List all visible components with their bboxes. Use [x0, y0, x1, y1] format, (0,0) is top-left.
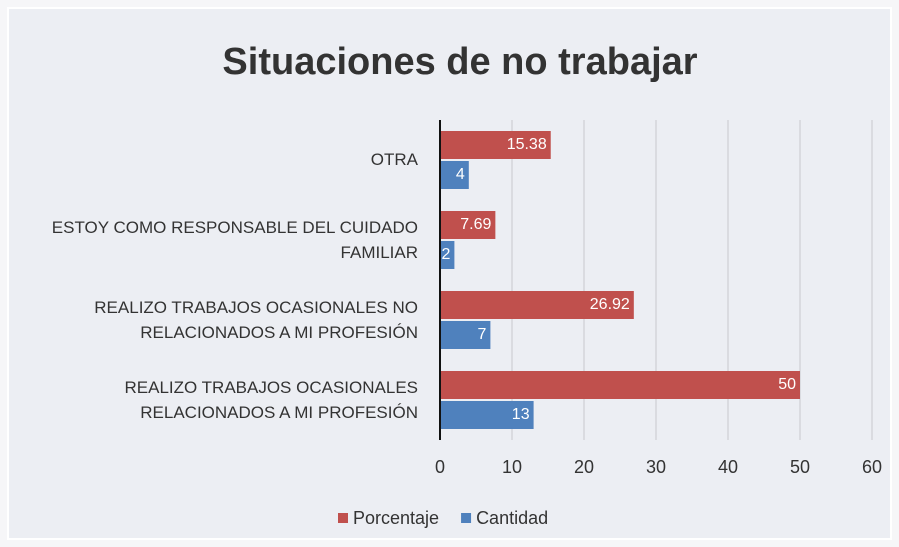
y-tick-label: OTRA: [370, 150, 418, 170]
bar: [440, 291, 634, 319]
data-label: 26.92: [590, 296, 630, 313]
bar: [440, 131, 551, 159]
bar: [440, 211, 496, 239]
chart-area: [7, 7, 892, 540]
bar: [440, 371, 800, 399]
y-tick-label: REALIZO TRABAJOS OCASIONALES NO RELACION…: [94, 297, 418, 343]
data-label: 7: [477, 326, 486, 343]
bar: [440, 161, 469, 189]
data-label: 13: [512, 406, 530, 423]
legend-swatch: [461, 513, 472, 523]
legend-label: Cantidad: [476, 508, 548, 528]
chart-title: Situaciones de no trabajar: [222, 41, 697, 83]
legend-label: Porcentaje: [353, 508, 439, 528]
bar: [440, 401, 534, 429]
x-tick-label: 40: [718, 457, 738, 477]
y-tick-label: ESTOY COMO RESPONSABLE DEL CUIDADO FAMIL…: [51, 217, 418, 263]
x-tick-label: 10: [502, 457, 522, 477]
legend-swatch: [338, 513, 348, 523]
data-label: 4: [456, 166, 465, 183]
x-tick-label: 20: [574, 457, 594, 477]
x-tick-label: 0: [435, 457, 445, 477]
data-label: 15.38: [507, 136, 547, 153]
x-tick-label: 60: [862, 457, 882, 477]
x-tick-label: 50: [790, 457, 810, 477]
bar: [440, 321, 491, 349]
bar: [440, 241, 455, 269]
data-label: 2: [441, 246, 450, 263]
y-tick-label: REALIZO TRABAJOS OCASIONALES RELACIONADO…: [124, 377, 419, 423]
data-label: 7.69: [460, 216, 491, 233]
x-tick-label: 30: [646, 457, 666, 477]
data-label: 50: [778, 376, 796, 393]
